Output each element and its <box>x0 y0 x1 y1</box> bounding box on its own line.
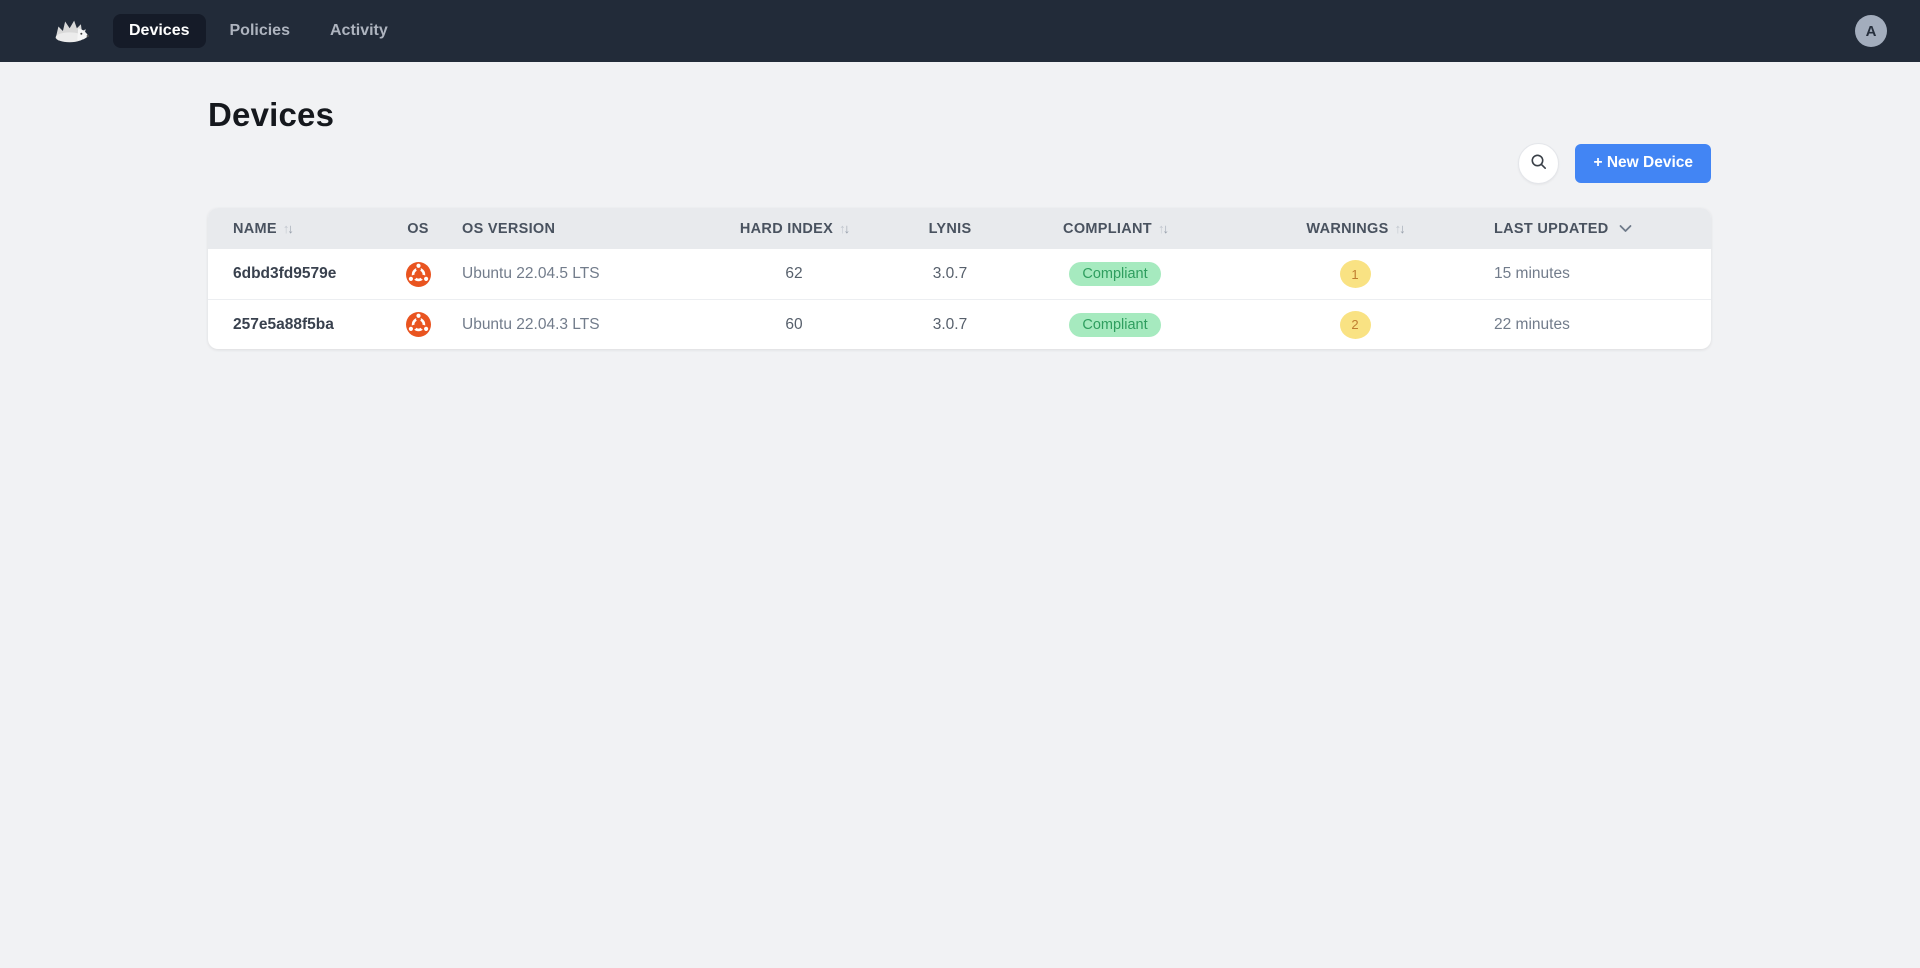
sort-arrows-icon: ↑↓ <box>282 221 294 236</box>
user-avatar[interactable]: A <box>1855 15 1887 47</box>
warnings-cell: 1 <box>1230 260 1480 288</box>
new-device-button[interactable]: + New Device <box>1575 143 1711 183</box>
table-actions: + New Device <box>208 142 1711 184</box>
compliant-badge: Compliant <box>1069 312 1161 337</box>
warnings-badge: 1 <box>1339 260 1371 288</box>
devices-table: NAME ↑↓ OS OS VERSION HARD INDEX ↑↓ LYNI… <box>208 208 1711 349</box>
search-button[interactable] <box>1518 142 1560 184</box>
page-title: Devices <box>208 96 335 133</box>
table-header-row: NAME ↑↓ OS OS VERSION HARD INDEX ↑↓ LYNI… <box>208 208 1711 249</box>
search-icon <box>1530 153 1548 174</box>
hard-index-value: 62 <box>785 265 803 282</box>
top-navbar: Devices Policies Activity A <box>0 0 1920 62</box>
sort-arrows-icon: ↑↓ <box>1157 221 1169 236</box>
os-cell <box>388 261 448 287</box>
nav-tab-devices[interactable]: Devices <box>113 14 206 48</box>
lynis-version: 3.0.7 <box>932 265 968 282</box>
lynis-version: 3.0.7 <box>932 315 968 333</box>
last-updated: 15 minutes <box>1494 265 1570 282</box>
device-row[interactable]: 6dbd3fd9579e Ubuntu 22.04.5 LTS <box>208 249 1711 299</box>
column-header-last-updated[interactable]: LAST UPDATED <box>1480 221 1711 237</box>
primary-nav: Devices Policies Activity <box>113 14 404 48</box>
column-header-compliant[interactable]: COMPLIANT ↑↓ <box>1063 220 1169 237</box>
compliant-cell: Compliant <box>1000 262 1230 286</box>
compliant-cell: Compliant <box>1000 312 1230 337</box>
column-header-name[interactable]: NAME ↑↓ <box>233 220 294 237</box>
last-updated: 22 minutes <box>1494 315 1570 333</box>
device-row[interactable]: 257e5a88f5ba Ubuntu 22.04.3 LTS <box>208 299 1711 349</box>
os-cell <box>388 312 448 337</box>
hedgehog-logo-icon <box>53 14 89 48</box>
column-header-warnings[interactable]: WARNINGS ↑↓ <box>1306 220 1406 237</box>
chevron-down-icon <box>1619 224 1632 233</box>
column-header-os: OS <box>407 220 429 237</box>
devices-page: Devices + New Device NAME ↑↓ OS OS VERSI <box>208 96 1711 349</box>
nav-tab-policies[interactable]: Policies <box>214 14 306 48</box>
ubuntu-icon <box>405 261 431 287</box>
hard-index-value: 60 <box>785 315 803 333</box>
sort-arrows-icon: ↑↓ <box>839 221 850 236</box>
os-version: Ubuntu 22.04.5 LTS <box>462 265 600 282</box>
column-header-lynis: LYNIS <box>928 220 972 237</box>
compliant-badge: Compliant <box>1069 262 1161 286</box>
column-header-hard-index[interactable]: HARD INDEX ↑↓ <box>739 220 850 237</box>
device-name: 257e5a88f5ba <box>233 315 334 333</box>
os-version: Ubuntu 22.04.3 LTS <box>462 315 600 333</box>
sort-arrows-icon: ↑↓ <box>1394 221 1406 236</box>
warnings-badge: 2 <box>1339 310 1371 339</box>
column-header-os-version: OS VERSION <box>462 220 556 237</box>
nav-tab-activity[interactable]: Activity <box>314 14 404 48</box>
warnings-cell: 2 <box>1230 310 1480 339</box>
device-name: 6dbd3fd9579e <box>233 265 337 282</box>
ubuntu-icon <box>405 312 431 337</box>
